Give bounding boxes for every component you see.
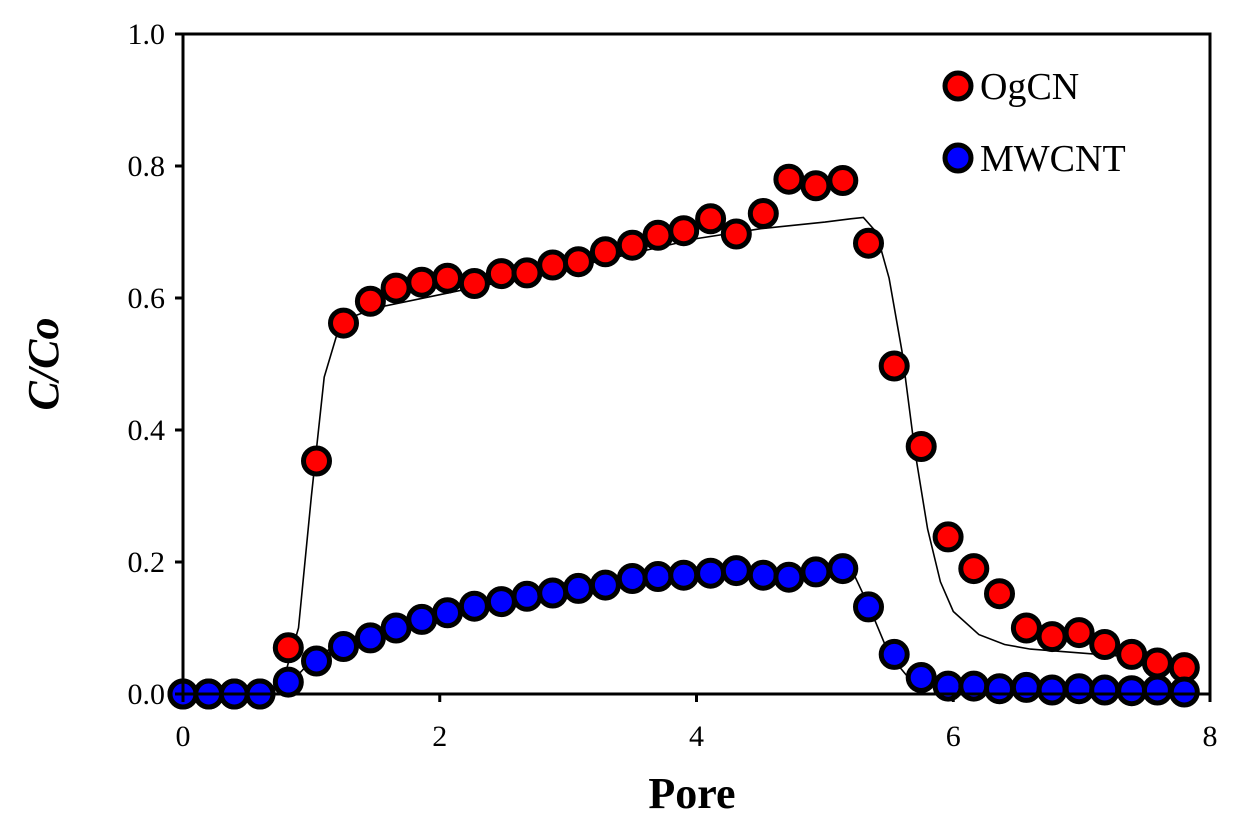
legend-label-ogcn: OgCN — [980, 66, 1079, 108]
data-point-mwcnt — [380, 612, 412, 644]
data-point-mwcnt — [878, 638, 910, 670]
data-point-ogcn — [984, 578, 1015, 610]
data-point-ogcn — [747, 198, 779, 229]
data-point-ogcn — [562, 246, 594, 278]
legend: OgCN MWCNT — [942, 66, 1126, 180]
data-point-ogcn — [1116, 638, 1148, 670]
data-point-mwcnt — [853, 591, 884, 623]
y-tick-label: 0.4 — [128, 414, 166, 447]
series-ogcn — [167, 163, 1200, 710]
data-point-mwcnt — [1141, 674, 1173, 706]
data-point-mwcnt — [747, 559, 779, 591]
data-point-mwcnt — [695, 557, 727, 589]
data-point-mwcnt — [458, 590, 490, 622]
data-point-mwcnt — [1168, 676, 1200, 708]
data-point-mwcnt — [485, 586, 517, 618]
data-point-mwcnt — [354, 622, 386, 654]
data-point-ogcn — [354, 285, 386, 317]
data-point-mwcnt — [1089, 674, 1121, 706]
data-point-ogcn — [905, 431, 937, 462]
data-point-mwcnt — [827, 553, 859, 585]
legend-marker-mwcnt — [942, 142, 974, 174]
x-tick-label: 6 — [946, 720, 961, 753]
data-point-mwcnt — [1036, 674, 1068, 706]
data-point-ogcn — [589, 236, 621, 268]
data-point-ogcn — [800, 170, 832, 202]
legend-label-mwcnt: MWCNT — [980, 138, 1126, 180]
data-point-ogcn — [328, 307, 359, 339]
data-point-mwcnt — [800, 556, 832, 588]
x-tick-label: 8 — [1203, 720, 1218, 753]
data-point-ogcn — [720, 218, 752, 250]
data-point-ogcn — [1010, 612, 1042, 644]
data-point-ogcn — [773, 163, 805, 195]
data-point-mwcnt — [720, 555, 752, 587]
x-tick-label: 0 — [176, 720, 191, 753]
data-point-ogcn — [272, 632, 304, 664]
data-point-ogcn — [511, 257, 543, 289]
data-point-mwcnt — [905, 662, 937, 693]
data-point-mwcnt — [984, 673, 1015, 705]
data-point-mwcnt — [616, 563, 648, 594]
data-point-ogcn — [1141, 647, 1173, 679]
data-point-ogcn — [616, 229, 648, 261]
data-point-ogcn — [380, 272, 412, 304]
data-point-ogcn — [642, 219, 674, 251]
x-tick-label: 4 — [689, 720, 704, 753]
data-point-ogcn — [932, 521, 964, 553]
data-point-mwcnt — [562, 572, 594, 604]
y-tick-label: 0.2 — [128, 546, 166, 579]
data-point-mwcnt — [668, 559, 700, 591]
data-point-ogcn — [458, 268, 490, 299]
data-point-mwcnt — [301, 645, 332, 677]
x-tick-label: 2 — [432, 720, 447, 753]
data-point-ogcn — [301, 445, 332, 477]
data-point-mwcnt — [432, 597, 463, 629]
data-point-ogcn — [537, 249, 569, 281]
data-point-ogcn — [1036, 621, 1068, 653]
y-tick-label: 0.0 — [128, 678, 166, 711]
data-point-ogcn — [1063, 617, 1095, 649]
data-point-mwcnt — [272, 666, 304, 698]
data-point-mwcnt — [589, 569, 621, 601]
legend-marker-ogcn — [942, 70, 974, 102]
series-mwcnt — [167, 553, 1200, 710]
data-point-mwcnt — [1116, 675, 1148, 707]
fit-line-ogcn — [183, 216, 1185, 695]
data-point-ogcn — [1089, 629, 1121, 660]
data-points — [167, 163, 1200, 710]
data-point-mwcnt — [642, 561, 674, 592]
y-axis-title: C/Co — [19, 318, 68, 411]
data-point-mwcnt — [1010, 671, 1042, 703]
data-point-ogcn — [958, 553, 990, 585]
data-point-mwcnt — [328, 631, 359, 662]
data-point-ogcn — [878, 350, 910, 382]
data-point-ogcn — [827, 165, 859, 196]
data-point-mwcnt — [406, 603, 438, 635]
axes: 0.0 0.2 0.4 0.6 0.8 1.0 0 2 4 6 8 — [128, 18, 1218, 753]
plot-area-frame — [181, 32, 1212, 696]
data-point-ogcn — [668, 215, 700, 247]
data-point-ogcn — [695, 203, 727, 235]
data-point-ogcn — [406, 266, 438, 298]
data-point-mwcnt — [1063, 673, 1095, 705]
y-tick-label: 0.6 — [128, 282, 166, 315]
data-point-ogcn — [853, 227, 884, 259]
x-axis-title: Pore — [648, 769, 735, 818]
data-point-mwcnt — [773, 561, 805, 593]
data-point-ogcn — [485, 258, 517, 290]
data-point-mwcnt — [511, 580, 543, 612]
data-point-ogcn — [432, 262, 463, 294]
y-tick-label: 1.0 — [128, 18, 166, 51]
data-point-mwcnt — [537, 577, 569, 609]
y-tick-label: 0.8 — [128, 150, 166, 183]
